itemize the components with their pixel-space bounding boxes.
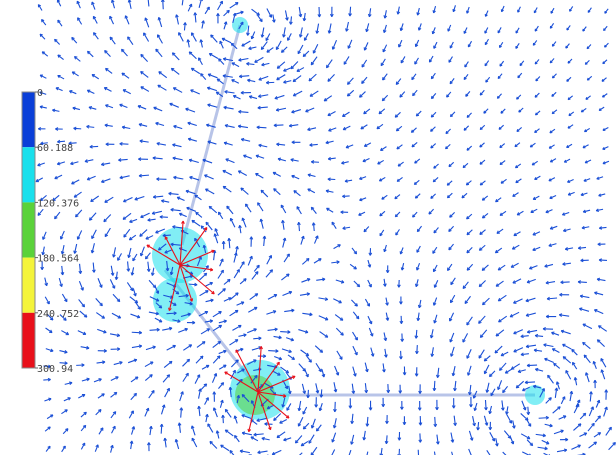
legend-label: 240.752 (37, 309, 79, 320)
legend-label: 300.94 (37, 364, 73, 375)
legend-label: 60.188 (37, 143, 73, 154)
legend-band (22, 202, 35, 257)
field-arrow (163, 0, 164, 9)
stress-blob (232, 17, 248, 33)
page: 060.188120.376180.564240.752300.94 (() =… (0, 0, 616, 455)
background (0, 0, 616, 455)
legend-label: 0 (37, 88, 43, 99)
legend-label: 180.564 (37, 254, 79, 265)
vector-field-view: 0 60.188 120.376 180.564 240.752 300.94 (0, 0, 616, 455)
legend-band (22, 258, 35, 313)
stress-blob (152, 227, 208, 283)
legend-band (22, 92, 35, 147)
legend-band (22, 313, 35, 368)
legend-label: 120.376 (37, 198, 79, 209)
legend-band (22, 147, 35, 202)
